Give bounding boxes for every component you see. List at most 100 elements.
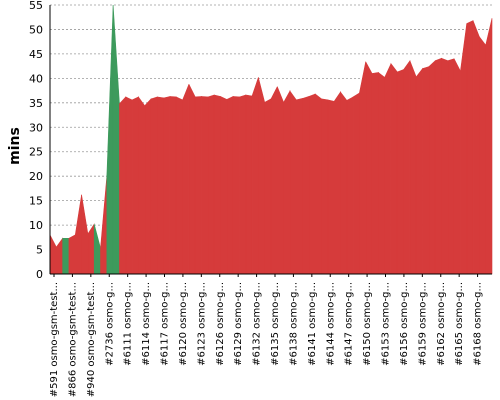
area-segment-failure xyxy=(302,96,310,275)
area-segment-failure xyxy=(466,20,474,275)
y-axis-label: mins xyxy=(7,127,23,165)
y-tick-label: 20 xyxy=(29,170,43,183)
series-area-layer xyxy=(49,4,493,275)
area-segment-failure xyxy=(428,60,436,275)
x-tick-label: #6135 osmo-g... xyxy=(270,282,281,366)
x-tick-label: #6156 osmo-g... xyxy=(399,282,410,366)
area-segment-failure xyxy=(441,57,449,275)
area-segment-failure xyxy=(422,66,430,275)
area-segment-failure xyxy=(371,72,379,275)
area-segment-failure xyxy=(68,234,76,275)
x-tick-label: #6126 osmo-g... xyxy=(215,282,226,366)
x-tick-label: #6111 osmo-g... xyxy=(123,282,134,366)
area-segment-failure xyxy=(340,91,348,275)
area-segment-failure xyxy=(258,77,265,275)
area-segment-failure xyxy=(384,63,392,275)
area-segment-failure xyxy=(87,223,95,275)
x-tick-label: #6150 osmo-g... xyxy=(362,282,373,366)
x-tick-label: #2736 osmo-g... xyxy=(104,282,115,366)
area-segment-failure xyxy=(403,59,411,275)
area-segment-failure xyxy=(460,23,468,275)
area-segment-failure xyxy=(365,61,373,275)
area-segment-failure xyxy=(485,18,493,275)
area-segment-success xyxy=(106,4,114,275)
area-segment-failure xyxy=(213,94,221,275)
area-segment-failure xyxy=(409,60,417,275)
area-segment-failure xyxy=(239,94,247,275)
x-tick-label: #6141 osmo-g... xyxy=(307,282,318,366)
area-segment-failure xyxy=(201,96,209,275)
area-segment-failure xyxy=(295,98,303,275)
area-segment-failure xyxy=(245,94,253,275)
area-segment-failure xyxy=(314,93,322,275)
y-tick-label: 45 xyxy=(29,48,43,61)
x-tick-label: #6162 osmo-g... xyxy=(436,282,447,366)
area-segment-failure xyxy=(56,237,63,275)
x-tick-label: #6117 osmo-g... xyxy=(160,282,171,366)
area-segment-failure xyxy=(49,234,57,275)
area-segment-failure xyxy=(125,96,133,275)
area-segment-failure xyxy=(352,92,360,275)
area-segment-failure xyxy=(131,96,139,275)
x-tick-label: #6159 osmo-g... xyxy=(417,282,428,366)
y-tick-labels: 0 5 10 15 20 25 30 35 40 45 50 55 xyxy=(29,0,43,281)
x-tick-label: #6129 osmo-g... xyxy=(233,282,244,366)
x-tick-label: #6123 osmo-g... xyxy=(196,282,207,366)
area-segment-failure xyxy=(220,95,228,275)
area-segment-failure xyxy=(175,96,183,275)
area-segment-failure xyxy=(169,96,177,275)
area-segment-failure xyxy=(396,69,404,275)
y-tick-label: 35 xyxy=(29,97,43,110)
area-segment-failure xyxy=(194,96,202,275)
area-segment-failure xyxy=(182,84,190,275)
area-segment-failure xyxy=(81,194,89,275)
area-segment-failure xyxy=(150,96,158,275)
area-segment-failure xyxy=(308,93,316,275)
area-segment-failure xyxy=(163,96,171,275)
area-segment-failure xyxy=(283,89,291,275)
area-segment-failure xyxy=(138,96,146,275)
area-segment-failure xyxy=(390,62,398,275)
area-segment-failure xyxy=(359,61,367,275)
area-segment-failure xyxy=(346,96,354,275)
y-tick-label: 0 xyxy=(36,268,43,281)
x-tick-label: #6147 osmo-g... xyxy=(344,282,355,366)
area-segment-failure xyxy=(327,99,335,275)
area-segment-failure xyxy=(226,95,234,275)
y-tick-label: 25 xyxy=(29,146,43,159)
area-segment-failure xyxy=(321,98,329,275)
y-tick-label: 10 xyxy=(29,219,43,232)
area-segment-failure xyxy=(74,194,82,275)
y-tick-label: 15 xyxy=(29,195,43,208)
area-segment-failure xyxy=(119,96,127,275)
y-tick-label: 40 xyxy=(29,72,43,85)
area-segment-failure xyxy=(434,57,442,275)
area-segment-failure xyxy=(144,98,152,275)
area-segment-failure xyxy=(100,176,108,275)
x-tick-label: #6114 osmo-g... xyxy=(141,282,152,366)
x-tick-label: #6138 osmo-g... xyxy=(288,282,299,366)
x-tick-label: #6120 osmo-g... xyxy=(178,282,189,366)
x-tick-label: #6153 osmo-g... xyxy=(381,282,392,366)
area-segment-failure xyxy=(289,90,297,275)
area-segment-failure xyxy=(264,98,272,275)
x-tick-label: #940 osmo-gsm-test... xyxy=(86,282,97,397)
area-segment-failure xyxy=(415,67,423,275)
x-tick-label: #6144 osmo-g... xyxy=(325,282,336,366)
x-tick-label: #6165 osmo-g... xyxy=(454,282,465,366)
x-tick-label: #6168 osmo-g... xyxy=(473,282,484,366)
x-tick-labels: #591 osmo-gsm-test... #866 osmo-gsm-test.… xyxy=(49,274,484,397)
y-tick-label: 55 xyxy=(29,0,43,12)
area-segment-failure xyxy=(378,71,385,275)
area-segment-success xyxy=(93,224,101,275)
x-tick-label: #6132 osmo-g... xyxy=(252,282,263,366)
area-segment-failure xyxy=(447,58,455,275)
y-tick-label: 5 xyxy=(36,244,43,257)
x-tick-label: #866 osmo-gsm-test... xyxy=(67,282,78,397)
y-tick-label: 30 xyxy=(29,121,43,134)
x-tick-label: #591 osmo-gsm-test... xyxy=(49,282,60,397)
area-segment-success xyxy=(112,4,120,275)
area-segment-failure xyxy=(333,91,341,275)
